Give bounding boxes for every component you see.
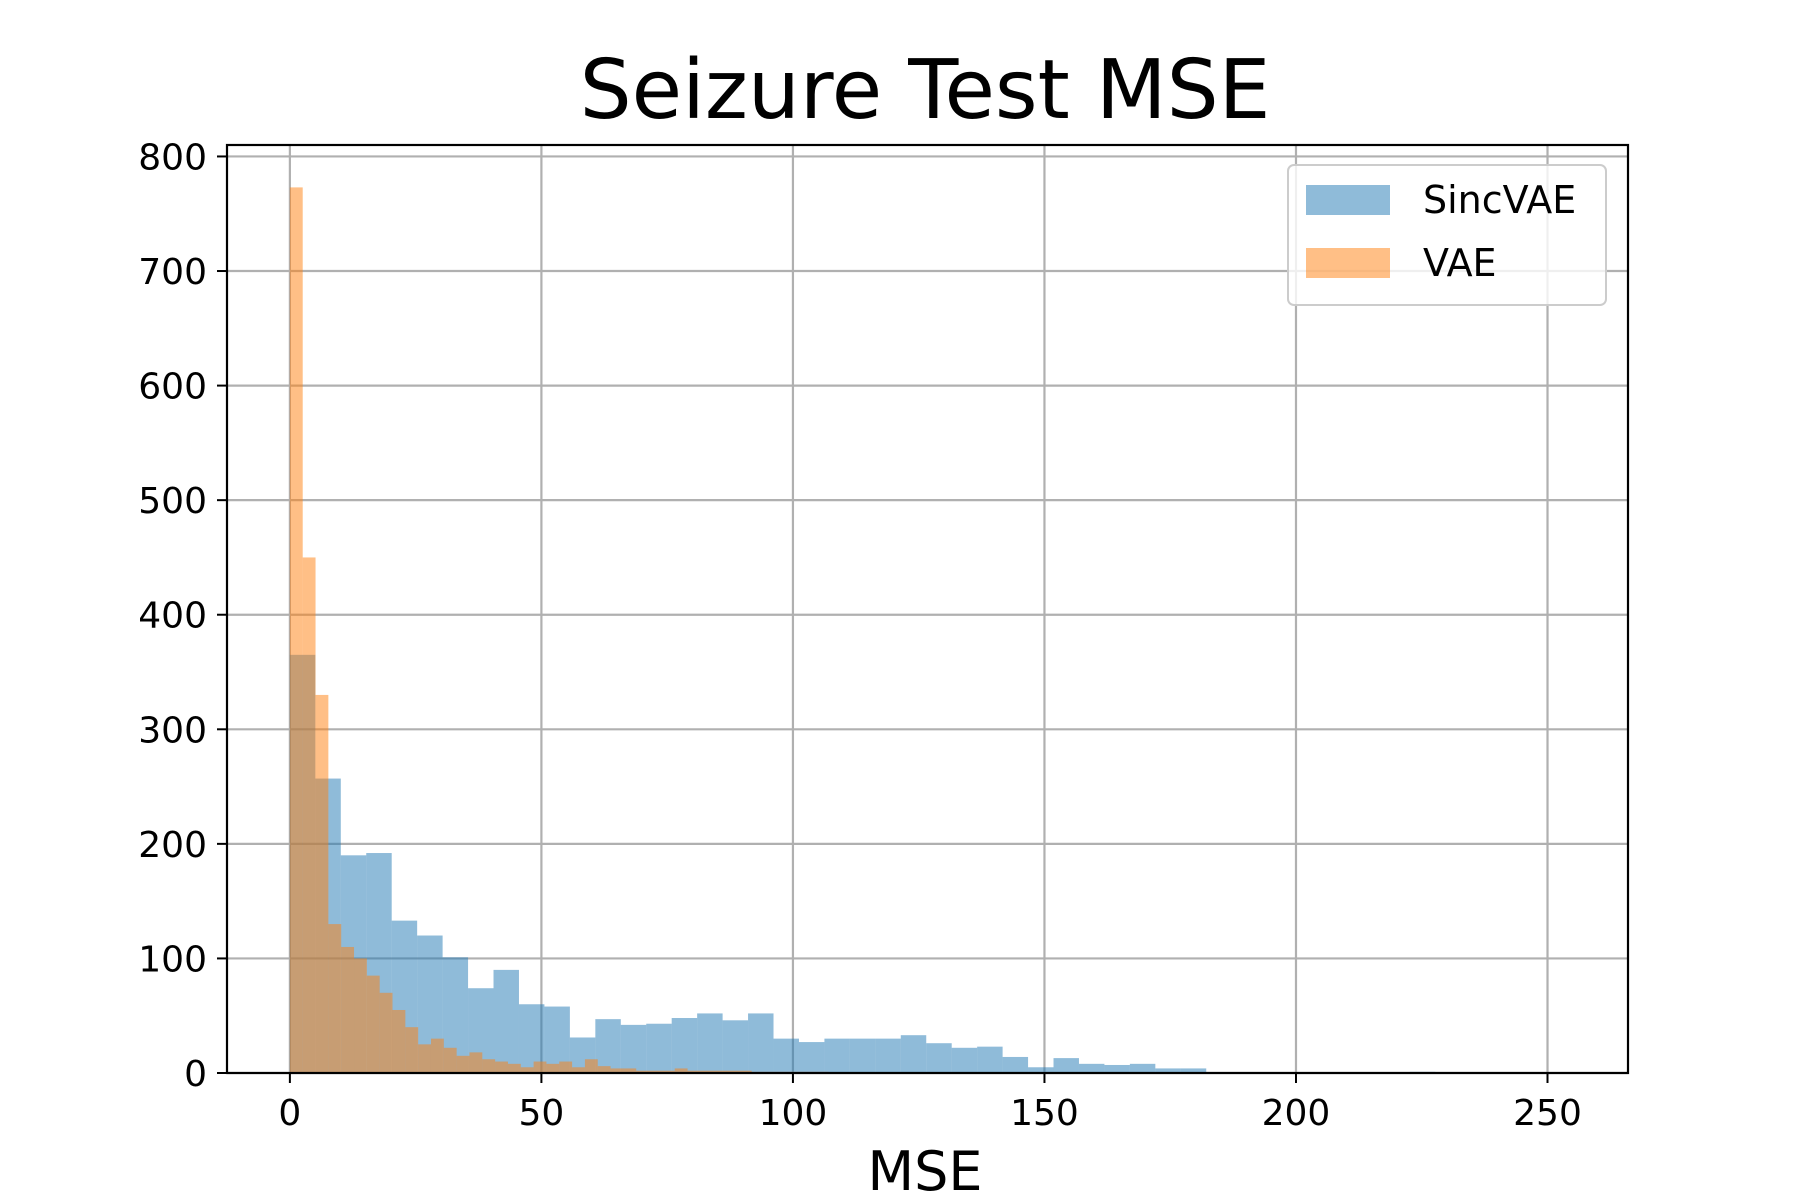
legend-swatch-vae	[1306, 248, 1390, 278]
histogram-bar-vae	[418, 1044, 431, 1073]
histogram-bar-vae	[456, 1055, 470, 1073]
histogram-bar-sincvae	[1129, 1063, 1156, 1073]
y-tick-label: 0	[184, 1054, 207, 1095]
histogram-bar-vae	[482, 1059, 496, 1073]
histogram-bar-vae	[597, 1066, 611, 1073]
y-tick-label: 700	[138, 252, 207, 293]
x-tick-label: 250	[1513, 1093, 1582, 1134]
histogram-bar-sincvae	[849, 1038, 876, 1073]
histogram-bar-vae	[302, 557, 316, 1073]
histogram-bar-vae	[520, 1067, 534, 1073]
histogram-bar-vae	[354, 958, 367, 1073]
histogram-bar-vae	[559, 1061, 573, 1073]
histogram-bar-sincvae	[1155, 1068, 1181, 1073]
x-tick-label: 100	[759, 1093, 828, 1134]
histogram-bar-sincvae	[697, 1013, 723, 1073]
axes: 0 50 100 150 200 250 0 100 200 300 400 500 600 700 800	[138, 137, 1630, 1134]
chart-title: Seizure Test MSE	[580, 43, 1271, 138]
histogram-bar-vae	[289, 187, 303, 1073]
x-tick-label: 0	[278, 1093, 301, 1134]
histogram-bar-sincvae	[671, 1018, 698, 1073]
histogram-bar-vae	[546, 1063, 560, 1073]
x-axis-label: MSE	[868, 1140, 983, 1200]
histogram-bar-sincvae	[798, 1042, 825, 1073]
histogram-bar-vae	[649, 1070, 662, 1073]
histogram-bar-vae	[623, 1068, 637, 1073]
histogram-bar-sincvae	[1104, 1064, 1130, 1073]
plot-frame	[225, 143, 1630, 1075]
histogram-bar-vae	[392, 1009, 406, 1073]
x-tick-label: 150	[1010, 1093, 1079, 1134]
histogram-bar-vae	[700, 1070, 714, 1073]
histogram-bar-vae	[572, 1067, 585, 1073]
y-tick-label: 600	[138, 367, 207, 408]
histogram-bar-sincvae	[620, 1024, 647, 1073]
histogram-bar-sincvae	[875, 1038, 901, 1073]
y-tick-label: 500	[138, 481, 207, 522]
histogram-bar-sincvae	[722, 1020, 749, 1073]
x-tick-label: 50	[519, 1093, 565, 1134]
legend: SincVAE VAE	[1287, 164, 1607, 306]
histogram-bar-vae	[674, 1068, 688, 1073]
legend-label-sincvae: SincVAE	[1423, 178, 1576, 222]
histogram-bar-sincvae	[900, 1035, 927, 1073]
histogram-bar-vae	[533, 1061, 547, 1073]
histogram-bar-sincvae	[1053, 1058, 1079, 1073]
histogram-bar-vae	[713, 1070, 727, 1073]
histogram-bar-vae	[584, 1059, 598, 1073]
legend-swatch-sincvae	[1306, 185, 1390, 215]
histogram-bar-vae	[495, 1061, 508, 1073]
histogram-bar-sincvae	[824, 1038, 850, 1073]
y-tick-label: 400	[138, 596, 207, 637]
legend-label-vae: VAE	[1423, 241, 1497, 285]
histogram-bar-vae	[379, 992, 393, 1073]
histogram-bar-vae	[661, 1070, 675, 1073]
y-tick-label: 100	[138, 939, 207, 980]
x-tick-label: 200	[1262, 1093, 1331, 1134]
histogram-bar-vae	[366, 975, 380, 1073]
histogram-bar-vae	[405, 1027, 419, 1073]
histogram-bar-vae	[636, 1070, 650, 1073]
histogram-bar-vae	[469, 1052, 483, 1073]
histogram-bar-sincvae	[595, 1019, 621, 1073]
y-tick-label: 200	[138, 825, 207, 866]
y-tick-label: 300	[138, 710, 207, 751]
bars	[289, 187, 1436, 1073]
histogram-bar-vae	[328, 924, 342, 1073]
histogram-bar-vae	[341, 946, 355, 1073]
histogram-bar-vae	[507, 1063, 521, 1073]
histogram-bar-sincvae	[1180, 1068, 1207, 1073]
histogram-bar-sincvae	[951, 1047, 978, 1073]
y-tick-label: 800	[138, 137, 207, 178]
histogram-bar-sincvae	[977, 1046, 1003, 1073]
histogram-bar-sincvae	[1078, 1063, 1105, 1073]
histogram-bar-sincvae	[748, 1013, 774, 1073]
histogram-bar-sincvae	[493, 969, 519, 1073]
histogram-bar-vae	[610, 1068, 624, 1073]
histogram-bar-vae	[738, 1070, 752, 1073]
histogram-bar-sincvae	[926, 1043, 952, 1073]
histogram-bar-vae	[430, 1038, 444, 1073]
histogram-bar-vae	[687, 1070, 701, 1073]
histogram-bar-vae	[315, 694, 329, 1073]
histogram-bar-sincvae	[1028, 1067, 1054, 1073]
histogram-bar-sincvae	[773, 1038, 799, 1073]
histogram-bar-sincvae	[1002, 1056, 1029, 1073]
histogram-bar-vae	[443, 1047, 457, 1073]
histogram-bar-vae	[726, 1070, 739, 1073]
histogram-bar-sincvae	[646, 1023, 672, 1073]
